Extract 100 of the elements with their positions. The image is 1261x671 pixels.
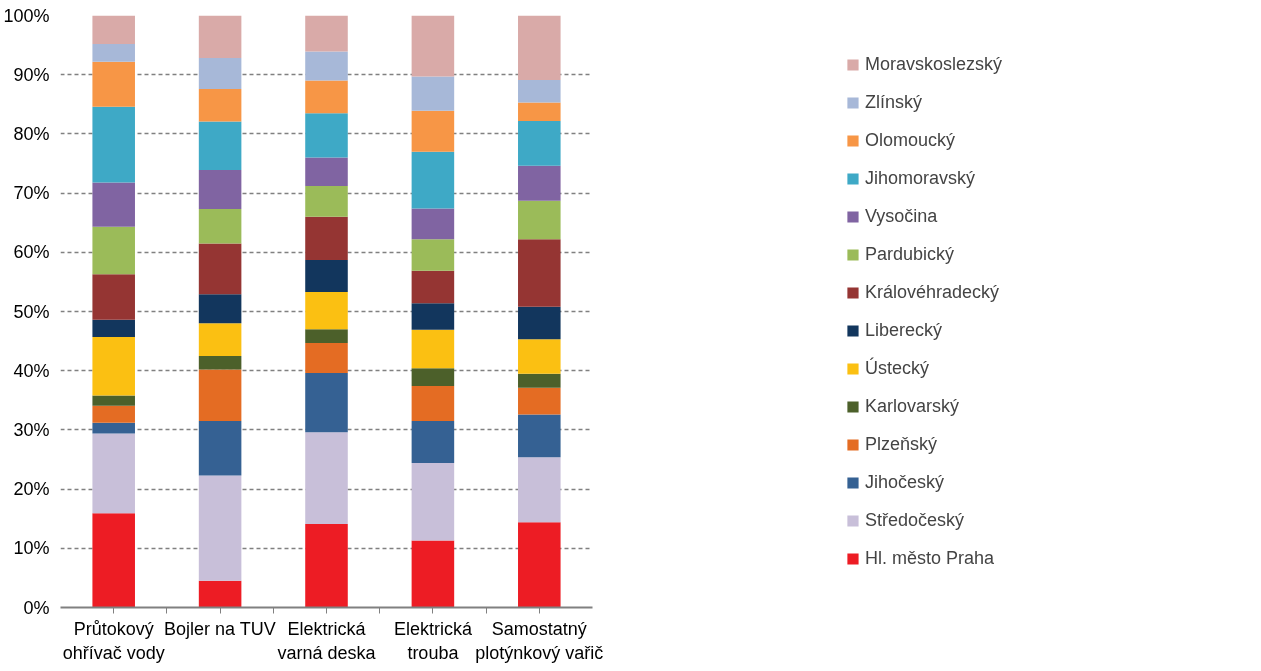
y-tick-label: 0% (23, 597, 50, 618)
bar (92, 226, 135, 275)
bar (198, 475, 242, 581)
legend-label: Hl. město Praha (864, 547, 995, 569)
bar (92, 106, 135, 183)
bar (305, 260, 348, 292)
bar (198, 170, 242, 210)
bar (198, 355, 242, 370)
bar (411, 270, 455, 304)
bar (92, 319, 135, 337)
bar (518, 339, 561, 374)
bar (198, 15, 242, 59)
bar (518, 522, 561, 608)
bar (411, 329, 455, 369)
bar (198, 209, 242, 244)
bar (198, 121, 242, 171)
legend-label: Královéhradecký (864, 281, 1000, 303)
bar (518, 80, 561, 103)
bar (518, 200, 561, 240)
bar (198, 323, 242, 356)
bar (411, 110, 455, 152)
bar (518, 306, 561, 340)
bar (92, 395, 135, 406)
bar (198, 243, 242, 295)
x-tick-label: Elektrická trouba (393, 618, 473, 663)
x-tick-label: Průtokový ohřívač vody (62, 618, 165, 663)
bar (518, 165, 561, 201)
x-tick-label: Bojler na TUV (164, 618, 276, 639)
bar (411, 421, 455, 464)
bar (92, 405, 135, 423)
bar (518, 373, 561, 388)
bar (92, 182, 135, 227)
bar (92, 15, 135, 44)
bar (411, 303, 455, 330)
x-tick-label: Samostatný plotýnkový vařič (475, 618, 604, 663)
bar (305, 186, 348, 217)
y-tick-label: 60% (13, 242, 50, 263)
bar (411, 386, 455, 422)
bar (92, 433, 135, 514)
y-tick-label: 20% (13, 479, 50, 500)
bar (518, 120, 561, 166)
bar (411, 540, 455, 608)
legend-label: Jihomoravský (864, 167, 976, 189)
bar (92, 422, 135, 434)
bar (411, 208, 455, 240)
y-tick-label: 90% (13, 64, 50, 85)
y-tick-label: 50% (13, 301, 50, 322)
bar (305, 373, 348, 433)
bar (411, 463, 455, 541)
bar (198, 369, 242, 422)
legend-label: Karlovarský (864, 395, 960, 417)
bar (305, 432, 348, 525)
bar (305, 329, 348, 343)
bar (411, 368, 455, 387)
bar (198, 580, 242, 608)
bar (518, 457, 561, 523)
legend-label: Ústecký (864, 357, 929, 379)
legend-label: Olomoucký (864, 129, 956, 151)
y-tick-label: 10% (13, 538, 50, 559)
bar (518, 102, 561, 121)
legend-label: Plzeňský (864, 433, 938, 455)
legend-label: Středočeský (864, 509, 965, 531)
legend-label: Vysočina (864, 205, 938, 227)
bar (305, 113, 348, 158)
legend-label: Pardubický (864, 243, 955, 265)
bar (305, 157, 348, 186)
bar (92, 61, 135, 107)
bar (305, 291, 348, 330)
y-tick-label: 70% (13, 183, 50, 204)
bar (92, 513, 135, 608)
bar (411, 15, 455, 77)
bar (411, 151, 455, 209)
y-tick-label: 80% (13, 123, 50, 144)
bar (518, 239, 561, 307)
bar (198, 421, 242, 476)
bar (305, 15, 348, 52)
bar (305, 51, 348, 81)
bar (518, 15, 561, 81)
bar (411, 76, 455, 111)
bar (518, 387, 561, 415)
y-tick-label: 40% (13, 360, 50, 381)
legend-label: Liberecký (864, 319, 943, 341)
bar (198, 88, 242, 122)
bar (518, 414, 561, 458)
bar (92, 274, 135, 320)
bar (198, 58, 242, 89)
bar (305, 216, 348, 260)
legend-label: Moravskoslezský (864, 53, 1003, 75)
bar (198, 294, 242, 324)
bar (411, 239, 455, 271)
bar (305, 342, 348, 374)
legend-label: Zlínský (864, 91, 922, 113)
bar (305, 80, 348, 114)
y-tick-label: 100% (3, 5, 50, 26)
y-tick-label: 30% (13, 419, 50, 440)
bar (305, 524, 348, 608)
x-tick-label: Elektrická varná deska (277, 618, 377, 663)
legend-label: Jihočeský (864, 471, 945, 493)
bar (92, 336, 135, 396)
bar (92, 43, 135, 62)
